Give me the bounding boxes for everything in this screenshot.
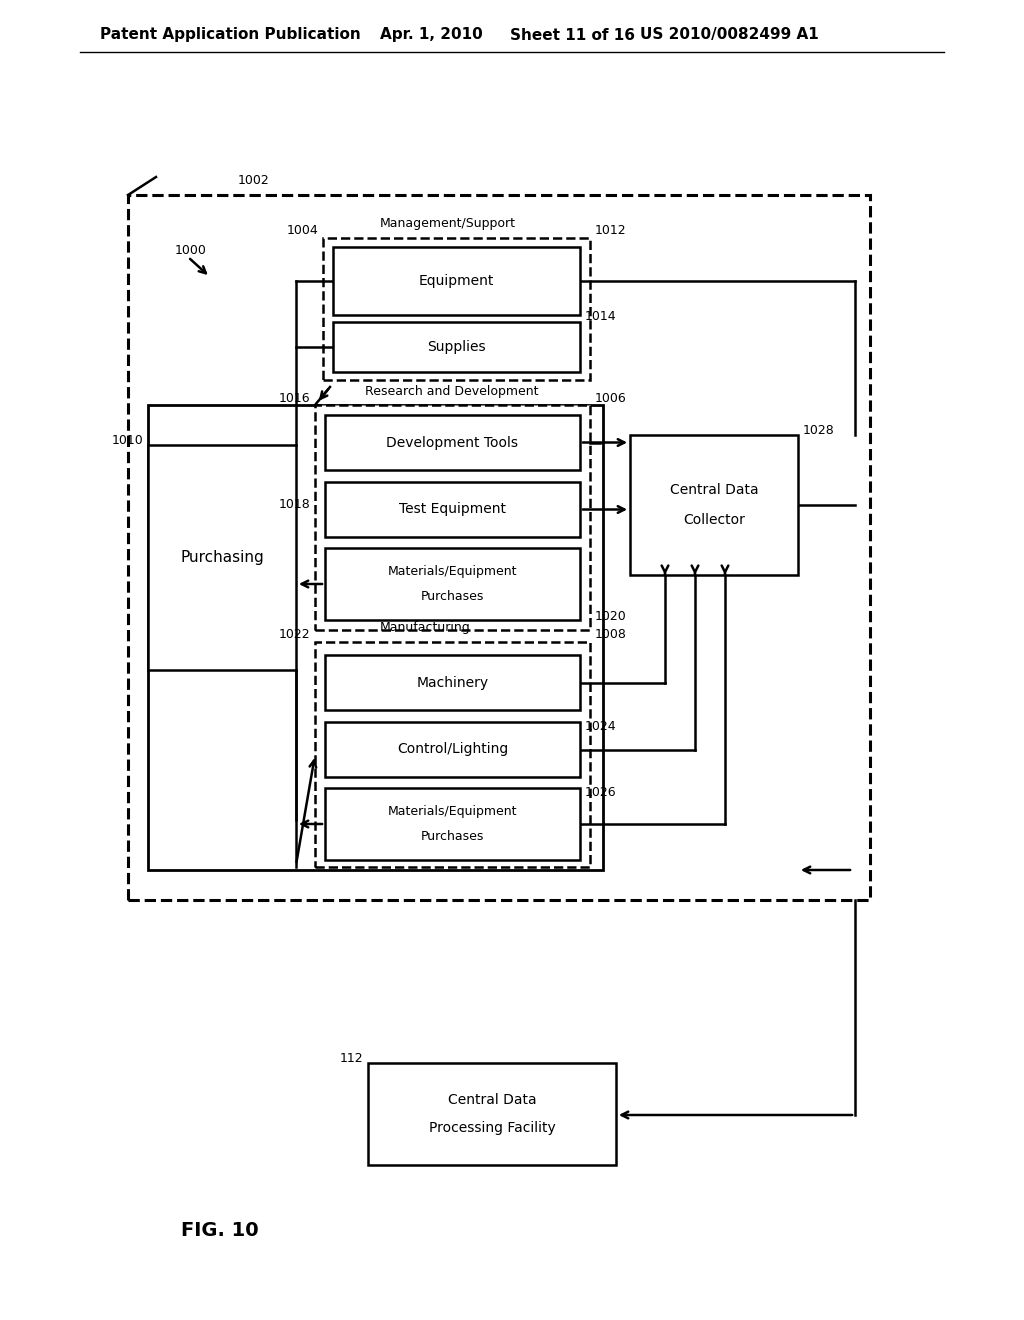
Text: Management/Support: Management/Support <box>380 218 516 231</box>
Text: US 2010/0082499 A1: US 2010/0082499 A1 <box>640 28 819 42</box>
Text: Apr. 1, 2010: Apr. 1, 2010 <box>380 28 482 42</box>
Text: Test Equipment: Test Equipment <box>399 503 506 516</box>
Text: Control/Lighting: Control/Lighting <box>397 742 508 756</box>
Text: Processing Facility: Processing Facility <box>429 1121 555 1135</box>
Text: 1006: 1006 <box>595 392 627 404</box>
Text: Manufacturing: Manufacturing <box>380 622 471 635</box>
Text: 1022: 1022 <box>279 628 310 642</box>
Text: 1008: 1008 <box>595 628 627 642</box>
Bar <box>325 722 580 777</box>
Text: Central Data: Central Data <box>670 483 759 498</box>
Text: Purchases: Purchases <box>421 590 484 602</box>
Bar <box>128 195 870 900</box>
Text: 1010: 1010 <box>112 433 143 446</box>
Text: 1024: 1024 <box>585 721 616 734</box>
Text: Purchasing: Purchasing <box>180 550 264 565</box>
Text: 1018: 1018 <box>279 498 310 511</box>
Bar <box>148 405 603 870</box>
Bar <box>630 436 798 576</box>
Bar <box>323 238 590 380</box>
Text: 1004: 1004 <box>287 224 318 238</box>
Text: Equipment: Equipment <box>419 275 495 288</box>
Text: Supplies: Supplies <box>427 341 485 354</box>
Bar <box>325 414 580 470</box>
Text: Patent Application Publication: Patent Application Publication <box>100 28 360 42</box>
Text: Materials/Equipment: Materials/Equipment <box>388 805 517 818</box>
Text: FIG. 10: FIG. 10 <box>181 1221 259 1239</box>
Text: 1012: 1012 <box>595 224 627 238</box>
Text: 1002: 1002 <box>238 174 269 187</box>
Text: 1028: 1028 <box>803 424 835 437</box>
Bar <box>333 247 580 315</box>
Text: Purchases: Purchases <box>421 829 484 842</box>
Text: Machinery: Machinery <box>417 676 488 689</box>
Text: 1016: 1016 <box>279 392 310 404</box>
Text: Central Data: Central Data <box>447 1093 537 1107</box>
Text: 1026: 1026 <box>585 787 616 800</box>
Text: Development Tools: Development Tools <box>386 436 518 450</box>
Bar <box>333 322 580 372</box>
Text: Materials/Equipment: Materials/Equipment <box>388 565 517 578</box>
Text: Research and Development: Research and Development <box>365 384 539 397</box>
Bar <box>315 405 590 630</box>
Text: 1014: 1014 <box>585 310 616 323</box>
Text: 1000: 1000 <box>175 243 207 256</box>
Bar <box>315 642 590 867</box>
Bar <box>325 548 580 620</box>
Text: Sheet 11 of 16: Sheet 11 of 16 <box>510 28 635 42</box>
Bar <box>325 788 580 861</box>
Text: Collector: Collector <box>683 513 744 527</box>
Text: 1020: 1020 <box>595 610 627 623</box>
Text: 112: 112 <box>339 1052 362 1064</box>
Bar <box>148 445 296 671</box>
Bar <box>325 655 580 710</box>
Bar <box>325 482 580 537</box>
Bar <box>368 1063 616 1166</box>
